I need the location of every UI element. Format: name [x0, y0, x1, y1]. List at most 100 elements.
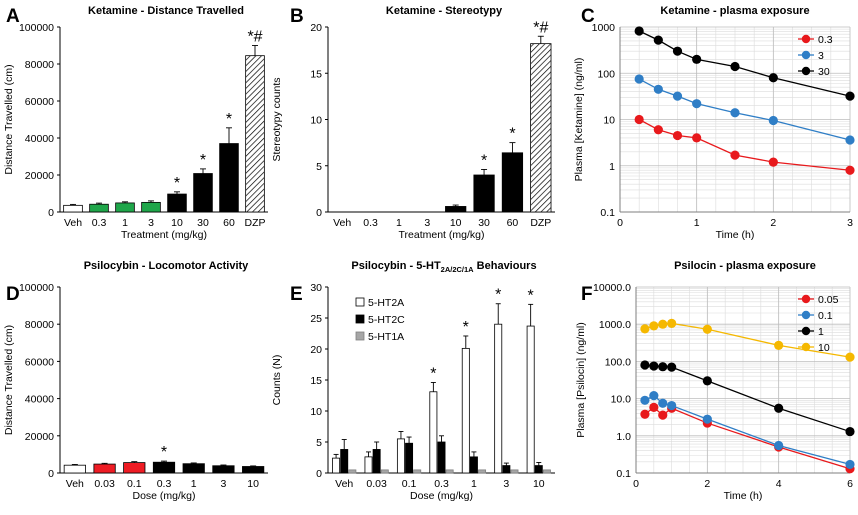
data-point-1 [658, 362, 668, 372]
y-tick-label: 40000 [25, 394, 54, 406]
data-point-0.1 [774, 440, 784, 451]
significance-marker: * [481, 152, 487, 169]
legend-swatch [355, 331, 365, 341]
bar-5-HT1A [542, 469, 551, 474]
x-tick-label: 2 [770, 217, 776, 229]
legend-label: 3 [818, 50, 824, 62]
x-tick-label: 2 [704, 478, 710, 490]
y-tick-label: 0 [316, 207, 322, 219]
bar-10 [242, 466, 265, 474]
x-axis-label: Dose (mg/kg) [132, 490, 195, 502]
bar-5-HT2A [461, 347, 470, 474]
legend-label: 0.3 [818, 34, 833, 46]
y-tick-label: 10 [603, 115, 615, 127]
data-point-0.3 [768, 157, 778, 167]
x-tick-label: 10 [533, 478, 545, 490]
x-tick-label: 0.1 [127, 478, 142, 490]
data-point-10 [774, 340, 784, 350]
panel-label: B [290, 6, 304, 27]
y-tick-label: 10000.0 [593, 282, 631, 294]
data-point-0.3 [730, 150, 740, 160]
data-point-10 [702, 324, 712, 334]
legend-marker [801, 326, 811, 336]
significance-marker: * [463, 319, 469, 336]
data-point-0.3 [845, 165, 855, 175]
data-point-10 [667, 318, 677, 329]
bar-5-HT1A [348, 469, 357, 474]
data-point-1 [702, 376, 712, 386]
significance-marker: * [226, 111, 232, 128]
data-point-0.1 [649, 391, 659, 401]
legend-swatch [355, 297, 365, 307]
y-tick-label: 30 [310, 282, 322, 294]
x-tick-label: DZP [245, 217, 266, 229]
legend: 0.05 0.1 1 10 [798, 294, 839, 354]
x-tick-label: 0 [633, 478, 639, 490]
significance-marker: * [495, 287, 501, 304]
y-tick-label: 1.0 [616, 431, 631, 443]
legend-label: 10 [818, 342, 830, 354]
legend-label: 0.1 [818, 310, 833, 322]
y-tick-label: 1 [609, 161, 615, 173]
bar-5-HT2C [405, 442, 414, 474]
data-point-30 [634, 26, 644, 36]
x-tick-label: 0.03 [94, 478, 115, 490]
data-point-0.1 [845, 459, 855, 470]
y-tick-label: 0 [316, 468, 322, 480]
panel-label: D [6, 284, 20, 305]
bar-DZP [245, 55, 265, 213]
bar-5-HT2C [502, 465, 511, 474]
x-tick-label: 0 [617, 217, 623, 229]
panel-label: F [581, 284, 593, 305]
bar-5-HT2C [372, 449, 381, 474]
y-axis-label: Distance Travelled (cm) [3, 64, 15, 174]
bar-0.3 [152, 461, 176, 474]
x-tick-label: 3 [847, 217, 853, 229]
data-point-1 [640, 360, 650, 370]
data-point-10 [658, 319, 668, 329]
y-tick-label: 1000.0 [599, 319, 631, 331]
y-axis-label: Distance Travelled (cm) [3, 325, 15, 435]
data-point-1 [774, 403, 784, 413]
bar-0.1 [123, 462, 146, 474]
bar-5-HT1A [445, 469, 454, 474]
chart-panel-D: D Psilocybin - Locomotor Activity Distance… [3, 260, 268, 502]
bar-5-HT2C [534, 465, 543, 474]
legend-marker [801, 310, 811, 320]
y-tick-label: 15 [310, 375, 322, 387]
legend-marker [801, 294, 811, 304]
x-tick-label: 10 [171, 217, 183, 229]
x-tick-label: 1 [694, 217, 700, 229]
data-point-0.05 [658, 410, 668, 420]
significance-marker: * [430, 365, 436, 382]
data-point-0.3 [672, 130, 683, 141]
y-tick-label: 60000 [25, 356, 54, 368]
panel-title: Ketamine - Distance Travelled [88, 5, 244, 17]
data-point-0.1 [702, 414, 712, 424]
x-tick-label: DZP [530, 217, 551, 229]
significance-marker: * [528, 287, 534, 304]
y-tick-label: 1000 [592, 22, 616, 34]
bar-60 [219, 143, 239, 213]
x-axis-label: Time (h) [724, 490, 763, 502]
legend-label: 5-HT2C [368, 314, 405, 326]
x-axis-label: Treatment (mg/kg) [399, 229, 485, 241]
bar-5-HT2C [469, 456, 478, 474]
y-tick-label: 100 [597, 68, 615, 80]
y-tick-label: 60000 [25, 96, 54, 108]
y-tick-label: 80000 [25, 59, 54, 71]
y-tick-label: 5 [316, 161, 322, 173]
x-axis-label: Treatment (mg/kg) [121, 229, 207, 241]
data-point-10 [845, 352, 855, 362]
data-point-3 [672, 91, 683, 101]
y-tick-label: 15 [310, 68, 322, 80]
bar-5-HT1A [478, 469, 487, 474]
data-point-30 [653, 35, 663, 45]
y-tick-label: 10 [310, 115, 322, 127]
data-point-30 [730, 61, 740, 72]
panel-label: A [6, 6, 20, 27]
bar-5-HT2A [332, 457, 341, 474]
legend: 0.3 3 30 [798, 34, 833, 78]
x-tick-label: 3 [503, 478, 509, 490]
legend-marker [801, 34, 811, 44]
